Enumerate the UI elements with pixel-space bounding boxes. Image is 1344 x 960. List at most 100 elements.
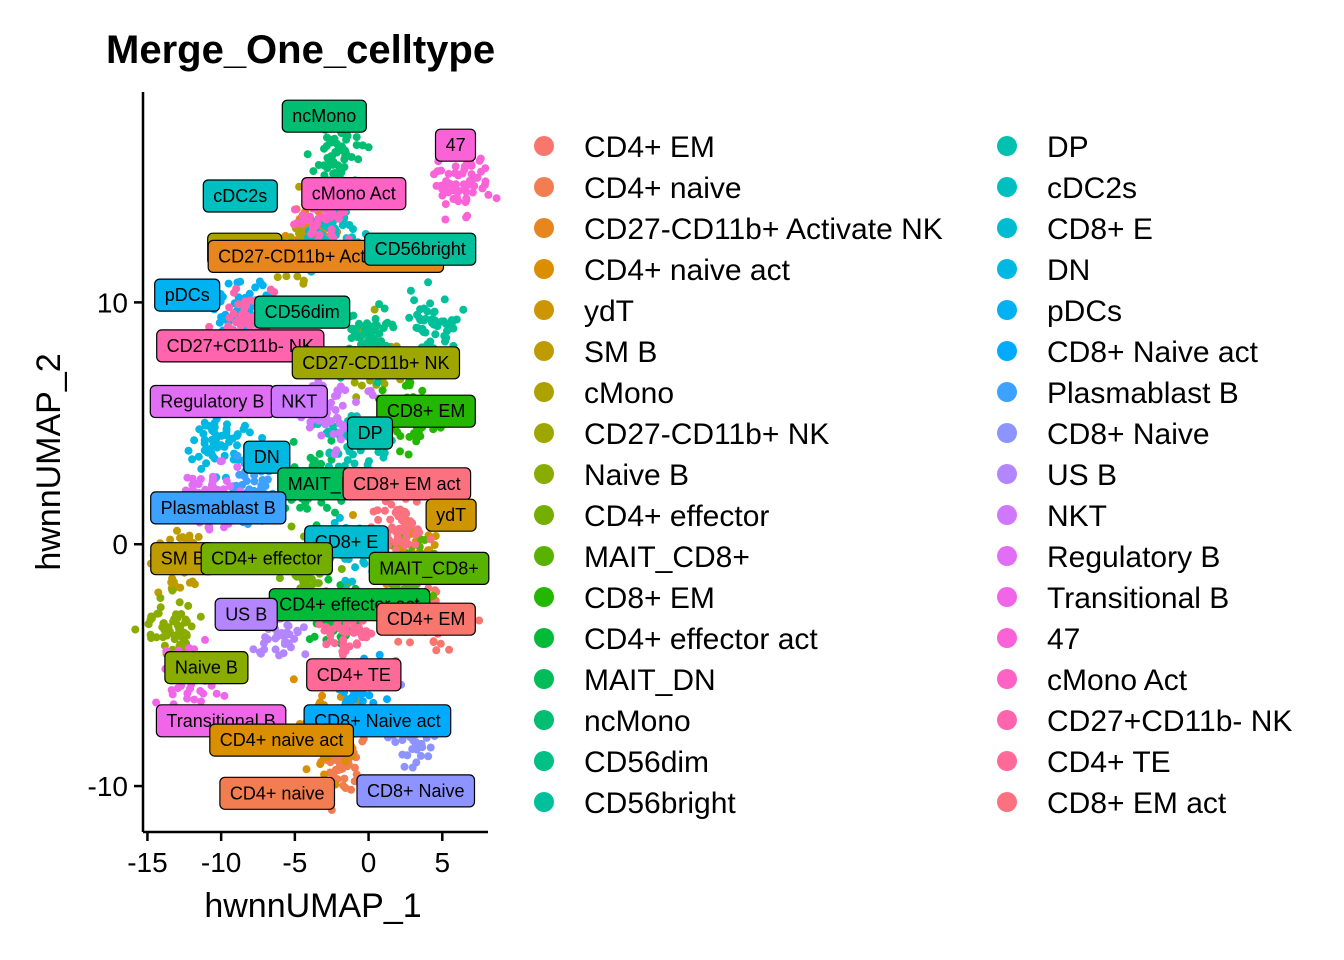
data-point [166, 535, 175, 544]
cluster-label-text: CD4+ effector [211, 549, 322, 569]
legend-item-cd4-naive-act: CD4+ naive act [534, 254, 791, 287]
data-point [312, 221, 321, 230]
data-point [257, 649, 265, 658]
data-point [182, 617, 191, 626]
data-point [220, 523, 228, 532]
data-point [441, 200, 450, 209]
legend-swatch [997, 218, 1017, 238]
data-point [328, 625, 337, 634]
legend-label: Transitional B [1047, 582, 1229, 615]
data-point [375, 650, 384, 659]
data-point [430, 541, 439, 549]
data-point [233, 463, 242, 471]
legend-swatch [997, 177, 1017, 197]
data-point [168, 574, 177, 583]
legend-swatch [997, 792, 1017, 812]
data-point [201, 635, 209, 644]
data-point [306, 212, 314, 221]
data-point [327, 436, 336, 445]
data-point [208, 435, 217, 444]
data-point [438, 191, 447, 200]
data-point [295, 182, 304, 191]
x-tick-label: -10 [201, 847, 241, 878]
legend-label: Regulatory B [1047, 541, 1220, 574]
data-point [358, 141, 367, 150]
data-point [183, 473, 192, 482]
data-point [245, 428, 254, 437]
legend-item-naive-b: Naive B [534, 459, 689, 492]
data-point [271, 634, 280, 643]
data-point [194, 452, 203, 461]
legend-item-ydt: ydT [534, 295, 634, 328]
data-point [442, 333, 451, 342]
x-tick-label: 0 [361, 847, 377, 878]
data-point [315, 449, 324, 458]
y-tick-label: 0 [112, 529, 128, 560]
legend-label: 47 [1047, 623, 1080, 656]
data-point [200, 439, 209, 448]
cluster-label-ydt: ydT [425, 498, 477, 532]
legend-swatch [534, 669, 554, 689]
legend-swatch [534, 423, 554, 443]
data-point [352, 398, 360, 407]
cluster-label-naive-b: Naive B [164, 650, 249, 685]
data-point [330, 392, 339, 401]
data-point [324, 575, 333, 584]
data-point [389, 323, 398, 332]
data-point [341, 146, 349, 155]
data-point [451, 169, 460, 177]
legend-label: cMono Act [1047, 664, 1188, 697]
data-point [374, 515, 383, 524]
cluster-label-plasmablast-b: Plasmablast B [150, 491, 287, 525]
data-point [183, 689, 192, 698]
cluster-label-text: cMono Act [312, 184, 396, 204]
data-point [242, 301, 251, 310]
legend-label: CD8+ EM act [1047, 787, 1227, 820]
legend-swatch [997, 587, 1017, 607]
y-axis-title: hwnnUMAP_2 [30, 353, 68, 570]
legend-label: CD8+ Naive act [1047, 336, 1259, 369]
data-point [347, 785, 356, 794]
data-point [259, 639, 268, 648]
legend-label: ncMono [584, 705, 691, 738]
data-point [213, 443, 222, 452]
data-point [370, 305, 379, 314]
data-point [429, 308, 438, 317]
legend-label: SM B [584, 336, 657, 369]
data-point [352, 332, 361, 341]
legend-item-pdcs: pDCs [997, 295, 1122, 328]
cluster-label-box [376, 394, 476, 428]
legend-item-cd56bright: CD56bright [534, 787, 736, 820]
data-point [301, 650, 310, 659]
legend-item-cmono-act: cMono Act [997, 664, 1188, 697]
data-point [284, 639, 293, 648]
data-point [419, 328, 428, 337]
data-point [396, 513, 405, 521]
data-point [173, 614, 182, 623]
data-point [295, 229, 303, 238]
x-tick-label: 5 [435, 847, 451, 878]
data-point [159, 633, 167, 642]
data-point [331, 406, 340, 414]
data-point [371, 314, 380, 323]
legend-swatch [997, 136, 1017, 156]
data-point [426, 299, 435, 308]
data-point [296, 503, 305, 512]
legend-item-sm-b: SM B [534, 336, 657, 369]
data-point [429, 638, 438, 647]
legend-item-cd27-cd11b-nk: CD27+CD11b- NK [997, 705, 1292, 738]
cluster-label-text: MAIT_CD8+ [379, 558, 479, 579]
data-point [188, 455, 197, 464]
data-point [299, 623, 308, 632]
cluster-label-text: DP [358, 423, 383, 443]
data-point [303, 504, 312, 513]
legend-label: CD27-CD11b+ Activate NK [584, 213, 943, 246]
cluster-label-sm-b: SM B [150, 542, 216, 576]
data-point [220, 442, 229, 451]
data-point [350, 459, 359, 468]
cluster-label-text: CD4+ naive [230, 783, 325, 803]
data-point [197, 697, 205, 706]
legend-item-cd8-naive: CD8+ Naive [997, 418, 1210, 451]
legend-swatch [997, 259, 1017, 279]
